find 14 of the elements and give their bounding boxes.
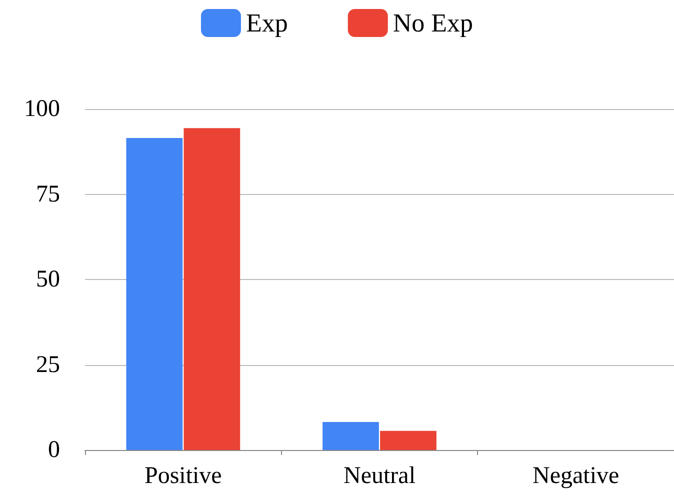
- x-tick-label: Neutral: [344, 463, 416, 489]
- legend-label: Exp: [246, 8, 288, 38]
- legend-label: No Exp: [392, 8, 474, 38]
- y-tick-label: 25: [36, 352, 60, 378]
- bar: [322, 422, 379, 450]
- x-tick-label: Positive: [144, 463, 222, 489]
- bar: [380, 430, 436, 450]
- y-tick-label: 50: [36, 266, 60, 292]
- y-tick-label: 75: [36, 181, 60, 208]
- y-tick-label: 100: [24, 96, 60, 122]
- y-tick-label: 0: [48, 437, 60, 463]
- bar: [184, 128, 240, 450]
- bar: [126, 138, 183, 450]
- x-tick-label: Negative: [532, 463, 620, 489]
